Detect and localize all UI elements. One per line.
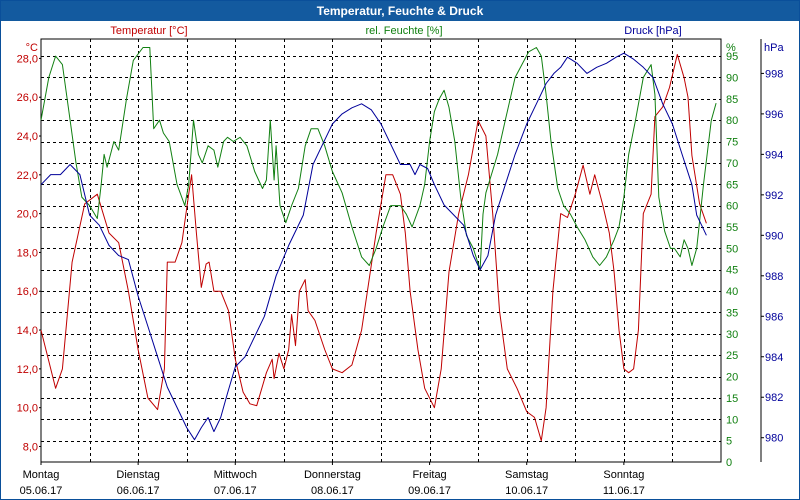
day-label: Mittwoch [214,469,257,481]
humidity-tick-label: 65 [726,179,738,191]
day-label: Sonntag [603,469,644,481]
temperature-tick-label: 22,0 [17,170,38,182]
pressure-tick-label: 984 [765,352,783,364]
date-label: 07.06.17 [214,485,257,497]
humidity-tick-label: 80 [726,115,738,127]
temperature-tick-label: 12,0 [17,364,38,376]
humidity-tick-label: 85 [726,94,738,106]
pressure-tick-label: 994 [765,149,783,161]
pressure-tick-label: 988 [765,271,783,283]
humidity-tick-label: 40 [726,286,738,298]
date-label: 06.06.17 [117,485,160,497]
humidity-tick-label: 90 [726,72,738,84]
temperature-tick-label: 16,0 [17,286,38,298]
humidity-tick-label: 50 [726,243,738,255]
chart-title: Temperatur, Feuchte & Druck [1,1,799,21]
grid [40,38,722,463]
series [40,47,717,442]
date-label: 09.06.17 [408,485,451,497]
humidity-tick-label: 0 [726,457,732,469]
pressure-tick-label: 986 [765,311,783,323]
humidity-tick-label: 20 [726,372,738,384]
temperature-tick-label: 14,0 [17,325,38,337]
humidity-series-line [40,47,717,271]
humidity-tick-label: 55 [726,222,738,234]
pressure-tick-label: 980 [765,433,783,445]
temperature-tick-label: 10,0 [17,403,38,415]
humidity-tick-label: 75 [726,137,738,149]
pressure-axis-title: Druck [hPa] [624,25,681,37]
day-label: Montag [23,469,60,481]
humidity-tick-label: 35 [726,307,738,319]
temperature-tick-label: 8,0 [23,441,38,453]
date-label: 10.06.17 [505,485,548,497]
temperature-tick-label: 24,0 [17,131,38,143]
temperature-tick-label: 26,0 [17,92,38,104]
temperature-unit: °C [26,42,38,54]
date-label: 11.06.17 [603,485,645,497]
pressure-tick-label: 990 [765,230,783,242]
humidity-tick-label: 30 [726,329,738,341]
temperature-tick-label: 28,0 [17,53,38,65]
humidity-tick-label: 10 [726,414,738,426]
temperature-tick-label: 20,0 [17,209,38,221]
pressure-tick-label: 996 [765,109,783,121]
temperature-tick-label: 18,0 [17,247,38,259]
pressure-series-line [40,52,707,441]
humidity-tick-label: 15 [726,393,738,405]
pressure-tick-label: 982 [765,392,783,404]
humidity-axis-title: rel. Feuchte [%] [365,25,442,37]
humidity-tick-label: 25 [726,350,738,362]
humidity-tick-label: 95 [726,51,738,63]
pressure-tick-label: 998 [765,68,783,80]
date-label: 05.06.17 [20,485,63,497]
day-label: Dienstag [116,469,159,481]
day-label: Freitag [412,469,446,481]
day-label: Samstag [505,469,548,481]
pressure-tick-label: 992 [765,190,783,202]
day-label: Donnerstag [304,469,361,481]
humidity-unit: % [726,42,736,54]
labels: Temperatur [°C] rel. Feuchte [%] Druck [hP… [20,25,682,497]
humidity-tick-label: 45 [726,265,738,277]
temperature-series-line [40,54,707,442]
humidity-tick-label: 70 [726,158,738,170]
axes: 8,0 10,0 12,0 14,0 16,0 18,0 20,0 22,0 24,0 26,0 2… [17,39,784,469]
pressure-unit: hPa [764,42,784,54]
humidity-tick-label: 60 [726,201,738,213]
humidity-tick-label: 5 [726,436,732,448]
date-label: 08.06.17 [311,485,354,497]
temperature-axis-title: Temperatur [°C] [110,25,187,37]
